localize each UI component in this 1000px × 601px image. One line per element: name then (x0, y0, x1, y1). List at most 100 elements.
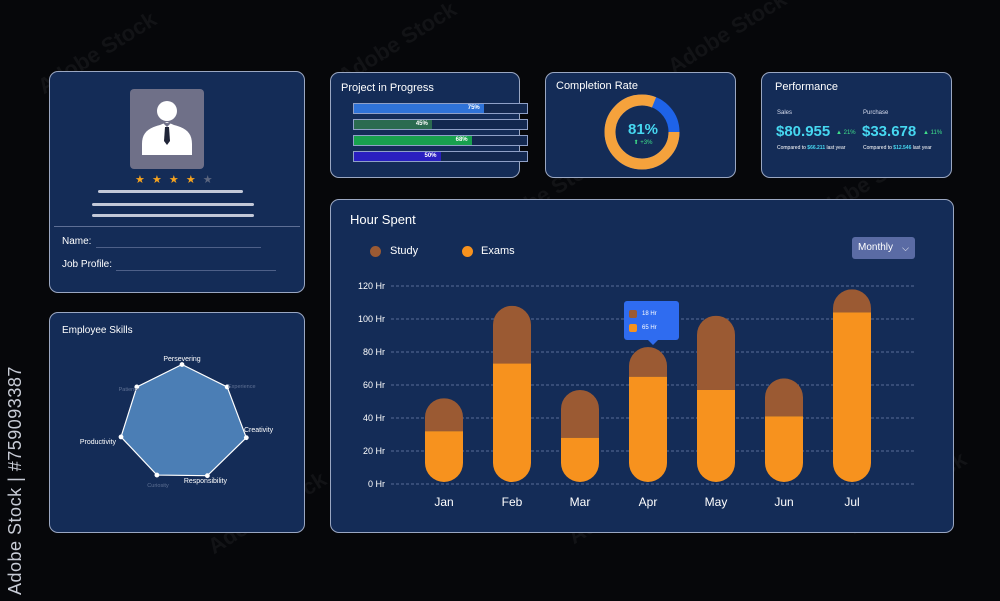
skills-radar-chart: Persevering Experience Creativity Responsib… (80, 356, 274, 489)
sales-label: Sales (777, 110, 793, 116)
radar-point (118, 434, 124, 440)
performance-card: Performance Sales $80.955 ▲ 21% Compared… (761, 72, 952, 178)
stacked-bar (629, 347, 667, 482)
purchase-value: $33.678 (862, 123, 917, 140)
progress-bar-label: 75% (467, 105, 480, 111)
star-icon: ★ (202, 174, 215, 186)
radar-point (204, 473, 210, 479)
radar-point (154, 472, 160, 478)
progress-bar-fill (354, 104, 484, 113)
card-title: Employee Skills (62, 325, 133, 336)
stacked-bar (493, 305, 531, 482)
bar-segment-study (697, 315, 735, 390)
chevron-down-icon: ⌵ (902, 243, 909, 253)
y-tick-label: 100 Hr (358, 314, 385, 324)
progress-bar-label: 50% (424, 153, 437, 159)
progress-bar: 50% (353, 151, 528, 162)
side-watermark: Adobe Stock | #759093387 (5, 366, 25, 595)
x-tick-label: Jun (774, 495, 793, 509)
text-placeholder-line (92, 203, 254, 206)
completion-percent: 81% (627, 121, 659, 138)
name-field[interactable] (96, 247, 261, 248)
user-icon (142, 101, 192, 155)
progress-bar-fill (354, 152, 441, 161)
x-tick-label: Jan (434, 495, 453, 509)
avatar (130, 89, 204, 169)
purchase-note: Compared to $12.546 last year (863, 145, 932, 151)
rating-stars: ★ ★ ★ ★ ★ (135, 173, 215, 186)
y-tick-label: 80 Hr (363, 347, 385, 357)
bar-segment-study (833, 289, 871, 313)
radar-point (243, 435, 249, 441)
radar-point (179, 362, 185, 367)
progress-bar-fill (354, 120, 432, 129)
x-tick-label: Feb (502, 495, 523, 509)
chart-tooltip: 18 Hr 65 Hr (624, 301, 679, 345)
watermark: Adobe Stock (663, 0, 791, 79)
stacked-bar (765, 378, 803, 482)
radar-axis-label: Persevering (163, 356, 200, 363)
legend-dot-exams (462, 246, 473, 257)
completion-delta: ⬆ +3% (630, 139, 656, 146)
x-tick-label: Mar (570, 495, 591, 509)
completion-rate-card: Completion Rate 81% ⬆ +3% (545, 72, 736, 178)
tooltip-exams-value: 65 Hr (642, 324, 657, 331)
star-icon: ★ (135, 174, 147, 186)
bar-segment-exams (425, 431, 463, 482)
y-tick-label: 60 Hr (363, 380, 385, 390)
text-placeholder-line (92, 214, 254, 217)
note-text: Compared to (863, 145, 894, 151)
stacked-bar (697, 315, 735, 482)
radar-axis-label: Patience (119, 387, 140, 393)
skills-radar-area (120, 363, 248, 477)
progress-bar: 68% (353, 135, 528, 146)
star-icon: ★ (168, 174, 181, 186)
legend-swatch (629, 323, 637, 332)
note-value: $66.211 (807, 145, 826, 151)
radar-axis-label: Experience (228, 384, 256, 390)
bar-segment-exams (697, 389, 735, 482)
purchase-delta: ▲ 11% (923, 130, 943, 136)
bar-segment-study (561, 389, 599, 438)
radar-point (134, 384, 140, 390)
x-tick-label: Jul (844, 495, 859, 509)
completion-donut-chart (604, 94, 680, 170)
star-icon: ★ (151, 174, 164, 186)
stacked-bar (425, 398, 463, 482)
note-value: $12.546 (893, 145, 912, 151)
sales-value: $80.955 (776, 123, 831, 140)
progress-bar: 45% (353, 119, 528, 130)
profile-card: ★ ★ ★ ★ ★ Name: Job Profile: (49, 71, 305, 293)
bar-segment-exams (629, 376, 667, 482)
x-tick-label: Apr (639, 495, 658, 509)
employee-skills-card: Employee Skills Persevering Experience Cre… (49, 312, 305, 533)
bar-segment-study (765, 378, 803, 417)
radar-axis-label: Productivity (80, 439, 117, 446)
card-title: Project in Progress (341, 82, 434, 94)
legend-label-study: Study (390, 245, 419, 257)
bar-segment-study (425, 398, 463, 432)
y-tick-label: 0 Hr (368, 479, 385, 489)
stacked-bar (561, 389, 599, 482)
period-dropdown-value: Monthly (858, 242, 894, 253)
purchase-label: Purchase (863, 110, 889, 116)
bar-segment-study (629, 347, 667, 377)
progress-bar-label: 45% (415, 121, 428, 127)
card-title: Completion Rate (556, 80, 638, 92)
period-dropdown[interactable]: Monthly ⌵ (852, 237, 915, 259)
tooltip-row-exams: 65 Hr (629, 323, 657, 332)
job-profile-field[interactable] (116, 270, 276, 271)
card-title: Hour Spent (350, 212, 416, 227)
hour-spent-chart: 0 Hr 20 Hr 40 Hr 60 Hr 80 Hr 100 Hr 120 Hr Jan F… (358, 281, 915, 509)
progress-bar-fill (354, 136, 472, 145)
note-text: last year (825, 145, 846, 151)
x-tick-label: May (705, 495, 728, 509)
legend-dot-study (370, 246, 381, 257)
sales-delta: ▲ 21% (836, 130, 856, 136)
progress-bar-label: 68% (455, 137, 468, 143)
name-label: Name: (62, 236, 92, 247)
tooltip-row-study: 18 Hr (629, 309, 657, 318)
legend-swatch (629, 309, 637, 318)
card-title: Performance (775, 81, 838, 93)
y-tick-label: 40 Hr (363, 413, 385, 423)
